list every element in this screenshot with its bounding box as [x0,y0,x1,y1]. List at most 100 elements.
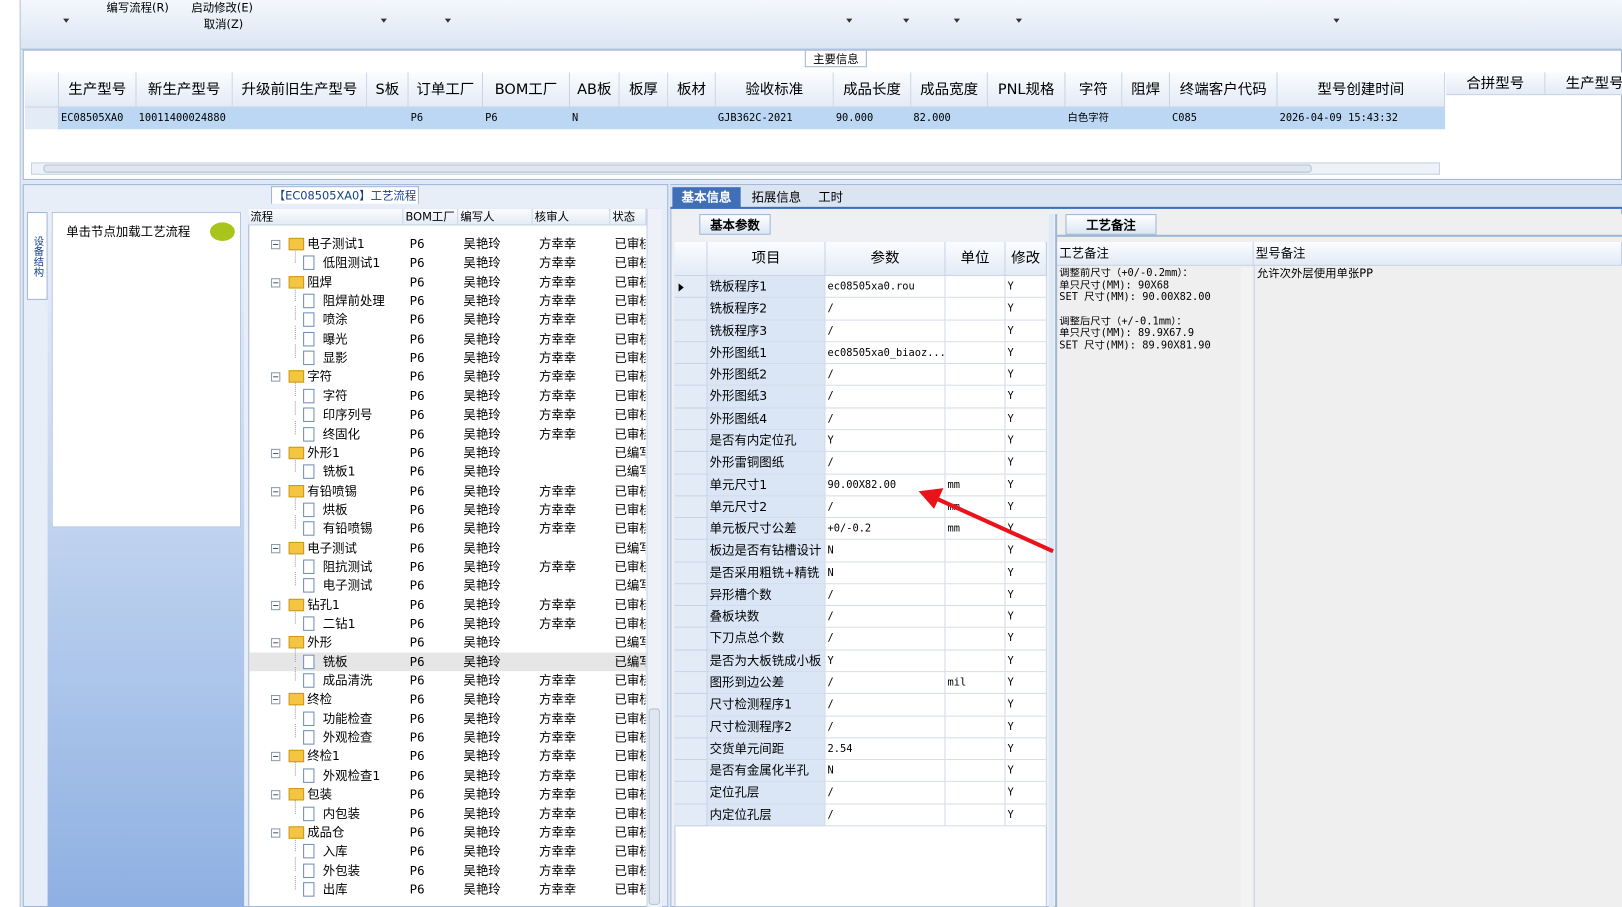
tree-cell: P6 [409,825,425,840]
tree-column-header: 核审人 [532,208,611,226]
tree-node[interactable]: 阻抗测试 [322,559,373,574]
tree-node[interactable]: 字符 [322,388,348,404]
column-header: 成品长度 [833,72,912,108]
tree-node[interactable]: 二钻1 [322,616,356,631]
expander: − [271,486,281,496]
panel-tab[interactable]: 【EC08505XA0】工艺流程 [271,186,419,204]
column-header: AB板 [569,72,620,108]
tree-cell: 吴艳玲 [463,654,501,669]
tree-cell: 吴艳玲 [463,483,501,499]
tree-node[interactable]: 外包装 [322,863,361,878]
param-cell: Y [1005,672,1047,695]
tree-node[interactable]: 成品仓 [307,825,345,840]
load-hint[interactable]: 单击节点加载工艺流程 [66,224,191,239]
row-header [674,496,708,519]
tree-node[interactable]: 钻孔1 [307,597,340,612]
toolbar-button[interactable]: 编写流程(R) [106,1,169,15]
grid-corner [674,242,708,277]
tree-node[interactable]: 铣板 [322,654,348,669]
tree-column-header: 编写人 [458,208,533,226]
tree-cell: 吴艳玲 [463,274,501,290]
column-header: 修改 [1005,242,1047,277]
tree-node[interactable]: 入库 [322,844,348,859]
tab[interactable]: 基本信息 [672,187,741,208]
tree-node[interactable]: 低阻测试1 [322,255,381,271]
tree-line [294,762,296,776]
tree-cell: 已审核 [614,673,645,688]
remarks-tab[interactable]: 工艺备注 [1065,214,1157,235]
param-cell: 外形图纸2 [707,364,826,387]
tree-cell: 吴艳玲 [463,825,501,840]
tree-node[interactable]: 曝光 [322,331,348,347]
subtab[interactable]: 基本参数 [699,214,771,235]
row-header [674,716,708,739]
tree-cell: 已审核 [614,426,645,442]
tree-node[interactable]: 喷涂 [322,312,348,328]
toolbar-button[interactable]: 取消(Z) [203,17,244,32]
tree-node[interactable]: 有铅喷锡 [307,483,357,499]
tree-node[interactable]: 有铅喷锡 [322,521,373,536]
folder-icon [288,237,305,251]
tree-node[interactable]: 外观检查 [322,730,373,745]
param-cell: 铣板程序2 [707,298,826,321]
tree-node[interactable]: 印序列号 [322,407,373,423]
tree-node[interactable]: 电子测试1 [307,236,365,252]
tree-cell: P6 [409,369,425,385]
tree-node[interactable]: 终检1 [307,749,340,764]
tree-line [294,610,296,624]
tree-node[interactable]: 显影 [322,350,348,366]
tree-node[interactable]: 阻焊 [307,274,333,290]
tree-node[interactable]: 外形1 [307,445,340,461]
tree-cell: 吴艳玲 [463,806,501,821]
tree-cell: P6 [409,768,425,783]
tree-node[interactable]: 出库 [322,882,348,897]
tree-node[interactable]: 外观检查1 [322,768,381,783]
document-icon [303,407,315,423]
tree-cell: 吴艳玲 [463,236,501,252]
tree-node[interactable]: 外形 [307,635,333,650]
tree-node[interactable]: 烘板 [322,502,348,517]
tree-node[interactable]: 终检 [307,692,333,707]
tab[interactable]: 工时 [818,190,844,205]
column-header: 阻焊 [1122,72,1170,108]
param-cell: / [825,606,946,629]
toolbar-button[interactable]: 启动修改(E) [191,1,253,15]
tree-node[interactable]: 成品清洗 [322,673,373,688]
tab[interactable]: 拓展信息 [751,190,802,205]
tree-node[interactable]: 包装 [307,787,333,802]
tree-node[interactable]: 电子测试 [307,540,357,555]
document-icon [303,844,315,859]
folder-icon [288,446,305,460]
tree-node[interactable]: 电子测试 [322,578,373,593]
tree-line [294,553,296,567]
side-tab[interactable]: 设备结构 [26,212,48,300]
tree-column-header: 流程 [248,208,404,226]
tree-cell: 方幸幸 [538,844,577,859]
document-icon [303,559,315,574]
tree-node[interactable]: 阻焊前处理 [322,293,385,309]
tree-node[interactable]: 字符 [307,369,333,385]
tree-node[interactable]: 终固化 [322,426,361,442]
tree-cell: 已审核 [614,730,645,745]
tree-cell: 方幸幸 [538,331,577,347]
tree-cell: 吴艳玲 [463,635,501,650]
toolbar [0,0,1622,50]
tree-node[interactable]: 内包装 [322,806,361,821]
folder-icon [288,826,305,839]
cell: C085 [1172,112,1197,125]
param-cell: Y [1005,650,1047,673]
tree-cell: 吴艳玲 [463,464,501,480]
document-icon [303,331,315,347]
tree-cell: 已审核 [614,407,645,423]
expander: − [271,277,281,288]
tree-cell: 方幸幸 [538,521,577,536]
cell: 82.000 [913,112,951,125]
tree-cell: 方幸幸 [538,863,577,878]
tree-node[interactable]: 功能检查 [322,711,373,726]
expander: − [271,543,281,553]
param-cell: / [825,628,946,651]
tree-cell: 吴艳玲 [463,521,501,536]
tree-cell: 吴艳玲 [463,730,501,745]
hint-panel [51,212,242,528]
tree-node[interactable]: 铣板1 [322,464,356,480]
